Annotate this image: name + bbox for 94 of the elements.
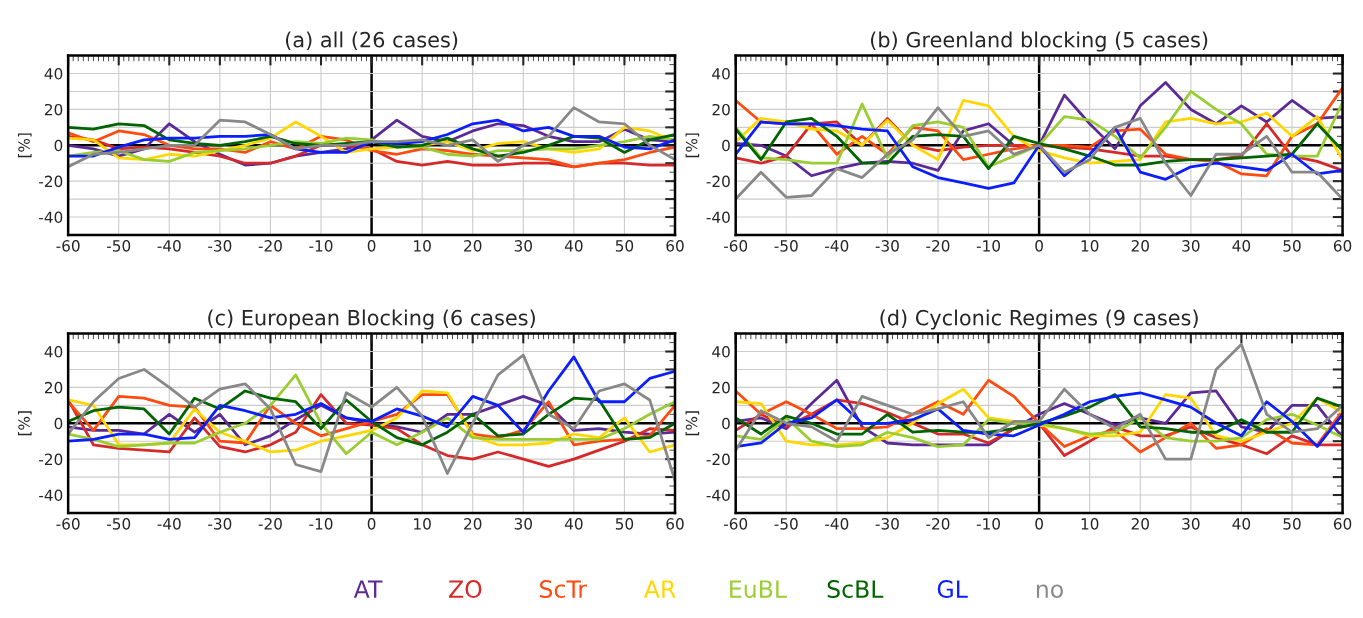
y-tick-label: 0 [722,417,730,430]
x-tick-label: -20 [258,240,282,252]
x-tick-label: 10 [1081,518,1099,530]
x-tick-label: -60 [56,240,80,252]
text: no [1036,584,1063,598]
chart-title: (b) Greenland blocking (5 cases) [871,31,1208,52]
y-tick-label: 0 [54,139,63,152]
y-tick-label: 20 [712,103,730,116]
x-tick-label: -50 [774,240,798,252]
x-tick-label: -10 [976,240,1001,252]
x-tick-label: 40 [564,240,583,252]
line-series [68,355,676,443]
x-tick-label: -30 [875,518,899,530]
text: EuBL [730,580,787,598]
line-series [68,373,676,456]
x-tick-label: 50 [615,518,634,530]
x-tick-label: -60 [723,240,748,252]
x-tick-label: 30 [1182,518,1200,530]
x-tick-label: 20 [1131,518,1149,530]
x-tick-label: -50 [774,518,798,530]
y-tick-label: 20 [44,103,63,116]
y-tick-label: -40 [39,489,63,502]
y-tick-label: -20 [39,453,63,466]
x-tick-label: -20 [258,518,282,530]
x-tick-label: 60 [1333,240,1352,252]
x-tick-label: 30 [1182,240,1200,252]
chart-title: (a) all (26 cases) [286,31,458,51]
x-tick-label: -10 [976,518,1001,530]
text: AT [353,580,383,598]
x-tick-label: 60 [666,518,684,530]
y-tick-label: -20 [706,175,730,188]
x-tick-label: -40 [157,518,181,530]
y-tick-label: -40 [39,211,63,224]
x-tick-label: -10 [309,240,333,252]
x-tick-label: 60 [666,240,684,252]
x-tick-label: 20 [464,240,482,252]
x-tick-label: 40 [564,518,583,530]
line-series [68,353,676,483]
x-tick-label: -40 [157,240,181,252]
y-tick-label: 20 [712,381,730,394]
x-tick-label: 30 [514,240,532,252]
x-tick-label: 30 [514,518,532,530]
x-tick-label: 50 [1283,518,1301,530]
x-tick-label: -40 [825,240,849,252]
chart-title: (d) Cyclonic Regimes (9 cases) [880,309,1198,330]
text: AR [643,580,676,598]
x-tick-label: -60 [723,518,748,530]
y-tick-label: 40 [712,346,730,358]
y-axis-title: [%] [685,411,700,436]
y-axis-title: [%] [17,133,32,158]
x-tick-label: 20 [1131,240,1149,252]
y-tick-label: -40 [706,489,730,502]
x-tick-label: -30 [208,518,232,530]
x-tick-label: -60 [56,518,80,530]
y-tick-label: 20 [44,381,63,394]
x-tick-label: 40 [1232,518,1251,530]
x-tick-label: 0 [367,518,376,530]
y-tick-label: -40 [706,211,730,224]
text: ScTr [539,580,588,598]
x-tick-label: 10 [414,240,431,252]
chart-title: (c) European Blocking (6 cases) [208,309,535,330]
x-tick-label: 50 [1283,240,1301,252]
y-axis-title: [%] [685,133,700,158]
line-series [735,342,1343,461]
x-tick-label: 10 [1081,240,1099,252]
y-tick-label: 40 [44,346,63,358]
x-tick-label: 60 [1333,518,1352,530]
x-tick-label: 40 [1232,240,1251,252]
text: ScBL [827,580,884,598]
x-tick-label: -30 [875,240,899,252]
x-tick-label: -50 [106,240,131,252]
x-tick-label: -10 [309,518,333,530]
x-tick-label: 0 [1035,240,1043,252]
x-tick-label: -30 [208,240,232,252]
x-tick-label: -20 [926,240,950,252]
text: GL [937,580,968,598]
x-tick-label: 10 [414,518,431,530]
text: ZO [449,580,482,598]
x-tick-label: 20 [464,518,482,530]
x-tick-label: 0 [1035,518,1043,530]
line-series [68,106,676,169]
y-tick-label: -20 [706,453,730,466]
y-tick-label: 0 [54,417,63,430]
y-tick-label: -20 [39,175,63,188]
y-tick-label: 40 [712,68,730,80]
x-tick-label: 50 [615,240,634,252]
x-tick-label: -40 [825,518,849,530]
x-tick-label: -50 [106,518,131,530]
y-tick-label: 0 [722,139,730,152]
line-series [735,106,1343,201]
x-tick-label: -20 [926,518,950,530]
y-tick-label: 40 [44,68,63,80]
y-axis-title: [%] [17,411,32,436]
x-tick-label: 0 [367,240,376,252]
